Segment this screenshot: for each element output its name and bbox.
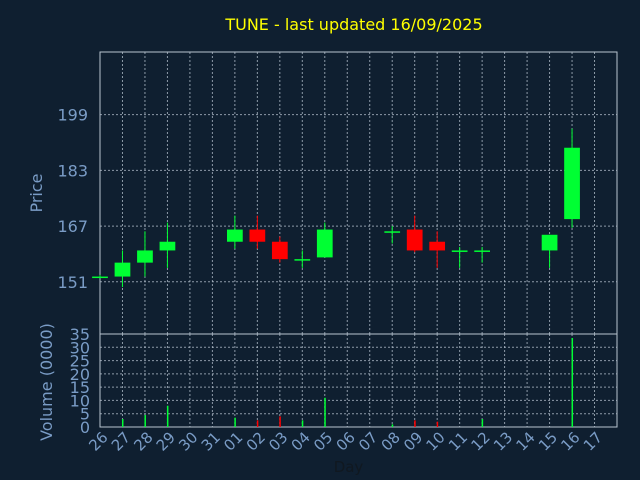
volume-tick-label: 25 xyxy=(70,352,90,371)
candle-body xyxy=(294,259,311,261)
candle-body xyxy=(429,241,446,251)
volume-axis-label: Volume (0000) xyxy=(37,323,56,441)
x-tick-label: 17 xyxy=(580,428,606,454)
volume-bar xyxy=(414,420,416,427)
x-axis-label: Day xyxy=(334,458,364,476)
volume-bar xyxy=(391,424,394,427)
candle-body xyxy=(249,229,266,242)
volume-bar xyxy=(256,420,259,427)
candle-body xyxy=(271,241,288,260)
candle-body xyxy=(114,262,131,277)
volume-bar xyxy=(301,420,304,427)
candle-body xyxy=(406,229,423,251)
volume-tick-label: 5 xyxy=(80,405,90,424)
candle-body xyxy=(384,231,401,233)
volume-bar xyxy=(324,397,326,427)
candle-body xyxy=(159,241,176,251)
candle-body xyxy=(137,250,153,263)
candle-body xyxy=(316,229,333,258)
price-axis-label: Price xyxy=(27,173,46,212)
price-tick-label: 167 xyxy=(57,217,88,236)
candle-body xyxy=(227,229,243,242)
volume-tick-label: 35 xyxy=(70,325,90,344)
volume-bar xyxy=(121,419,124,427)
price-tick-label: 183 xyxy=(57,161,88,180)
chart-title: TUNE - last updated 16/09/2025 xyxy=(224,15,482,34)
price-tick-label: 199 xyxy=(57,106,88,125)
candle-body xyxy=(541,234,558,251)
candle-body xyxy=(474,250,490,252)
volume-bar xyxy=(436,421,439,427)
price-panel-frame xyxy=(99,51,618,335)
volume-tick-label: 20 xyxy=(70,365,90,384)
volume-bar xyxy=(279,416,281,427)
volume-bar xyxy=(481,419,484,427)
volume-panel-frame xyxy=(99,333,618,428)
volume-tick-label: 0 xyxy=(80,418,90,437)
price-tick-label: 151 xyxy=(57,273,88,292)
volume-tick-label: 10 xyxy=(70,391,90,410)
volume-bar xyxy=(166,405,169,427)
volume-tick-label: 30 xyxy=(70,338,90,357)
volume-bar xyxy=(144,415,146,427)
candle-body xyxy=(92,276,108,279)
candle-body xyxy=(564,147,580,220)
candle-body xyxy=(451,250,468,252)
volume-tick-label: 15 xyxy=(70,378,90,397)
volume-bar xyxy=(234,417,236,427)
volume-bar xyxy=(571,337,574,427)
